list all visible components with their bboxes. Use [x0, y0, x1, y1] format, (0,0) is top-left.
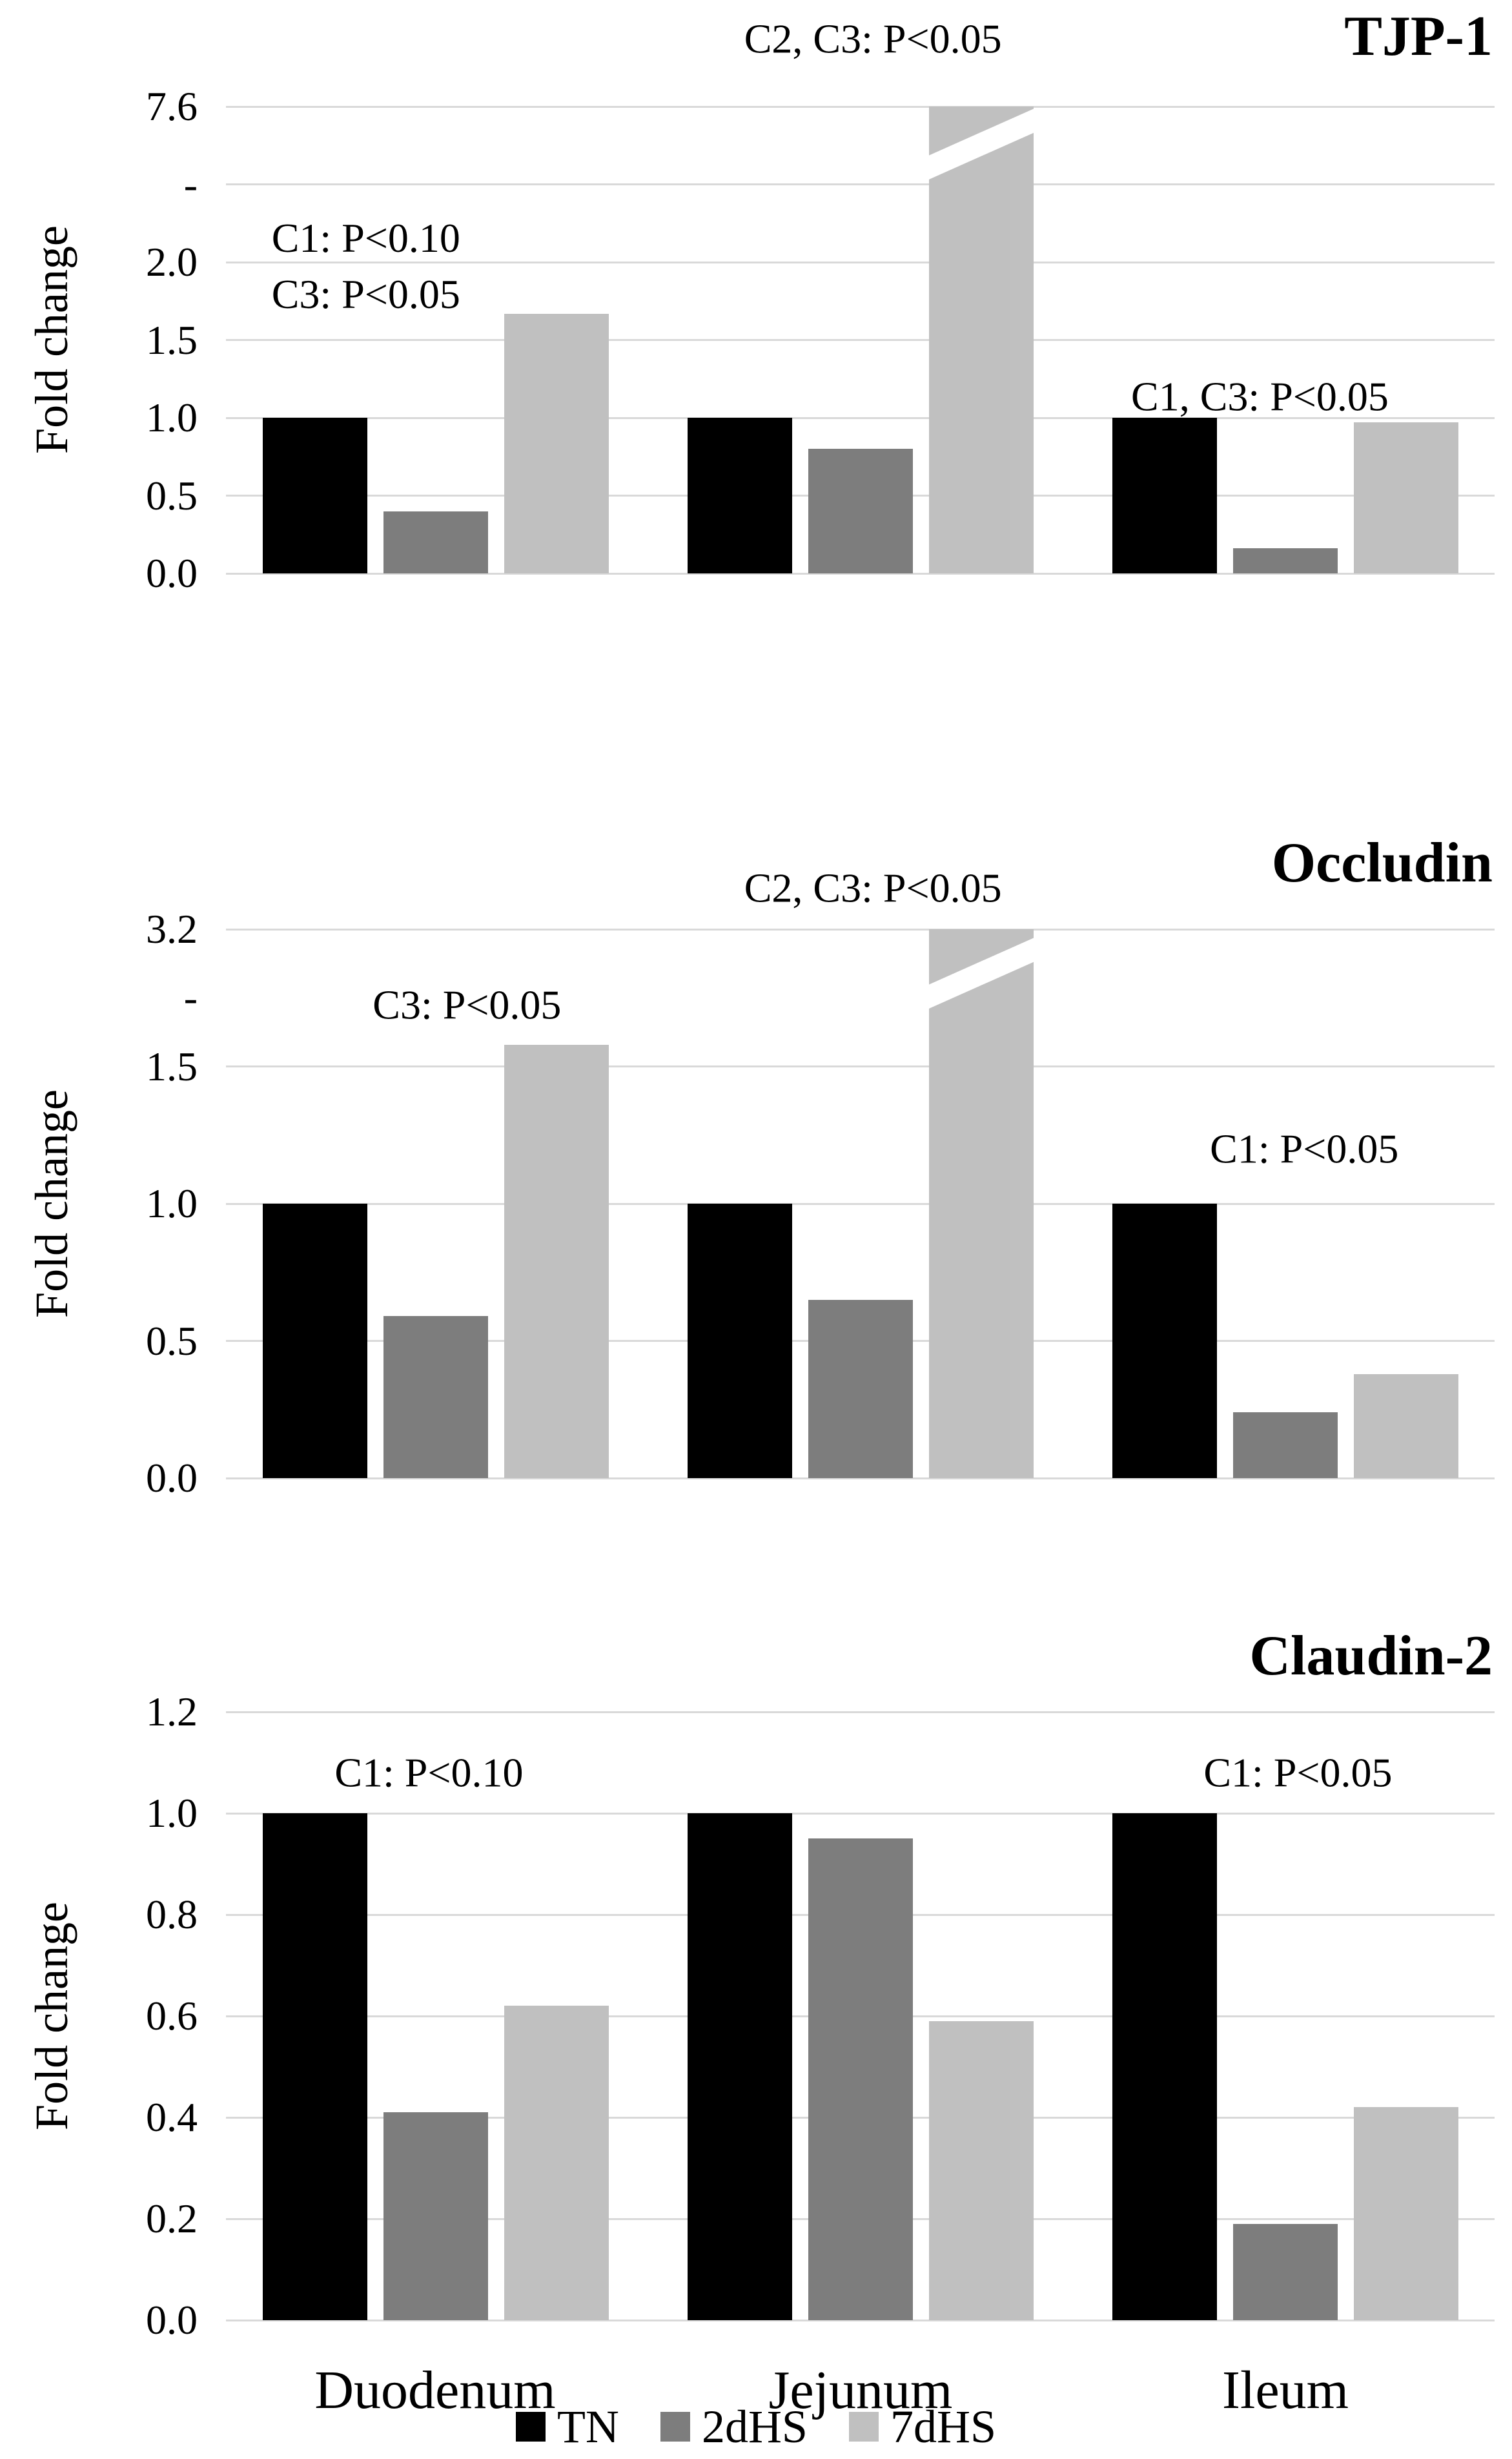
bar-occludin-ileum-2dhs: [1233, 1412, 1338, 1478]
bar-tjp-1-ileum-2dhs: [1233, 548, 1338, 573]
bar-claudin-2-jejunum-7dhs: [929, 2021, 1034, 2320]
bar-occludin-ileum-7dhs: [1354, 1374, 1459, 1478]
y-tick-label: 1.0: [146, 1180, 198, 1226]
y-tick-label: 0.8: [146, 1891, 198, 1937]
y-tick-label: 1.2: [146, 1689, 198, 1734]
bar-claudin-2-duodenum-7dhs: [504, 2006, 609, 2320]
significance-annotation: C1, C3: P<0.05: [1131, 373, 1389, 420]
bar-occludin-jejunum-2dhs: [808, 1299, 914, 1478]
bar-occludin-jejunum-tn: [688, 1204, 793, 1478]
gridline: [226, 1065, 1495, 1067]
bar-claudin-2-ileum-2dhs: [1233, 2223, 1338, 2320]
bar-occludin-duodenum-7dhs: [504, 1044, 609, 1478]
bar-claudin-2-duodenum-2dhs: [383, 2112, 489, 2320]
significance-annotation: C1: P<0.10: [334, 1749, 524, 1796]
significance-annotation: C1: P<0.05: [1203, 1749, 1393, 1796]
legend-item-tn: TN: [515, 2401, 619, 2453]
y-tick-label: 0.5: [146, 472, 198, 519]
gridline: [226, 572, 1495, 575]
bar-tjp-1-duodenum-tn: [262, 418, 368, 573]
legend-label-2dhs: 2dHS: [701, 2401, 808, 2453]
gridline: [226, 2319, 1495, 2321]
x-label-ileum: Ileum: [1222, 2360, 1349, 2420]
y-tick-label: 1.0: [146, 395, 198, 440]
gridline: [226, 105, 1495, 108]
chart-title-occludin: Occludin: [1271, 832, 1493, 894]
y-tick-label: 2.0: [146, 239, 198, 285]
bar-claudin-2-duodenum-tn: [262, 1813, 368, 2320]
y-tick-label: 0.0: [146, 1455, 198, 1501]
legend-item-2dhs: 2dHS: [660, 2403, 808, 2450]
significance-annotation: C2, C3: P<0.05: [744, 15, 1002, 62]
gridline: [226, 183, 1495, 185]
bar-tjp-1-duodenum-2dhs: [383, 511, 489, 573]
bar-claudin-2-ileum-7dhs: [1354, 2107, 1459, 2320]
significance-annotation: C1: P<0.10 C3: P<0.05: [271, 214, 460, 318]
y-tick-label: 1.5: [146, 1043, 198, 1089]
y-tick-label: 1.0: [146, 1790, 198, 1836]
gridline: [226, 1812, 1495, 1815]
y-tick-label: 0.0: [146, 550, 198, 596]
bar-tjp-1-duodenum-7dhs: [504, 313, 609, 573]
bar-claudin-2-ileum-tn: [1112, 1813, 1218, 2320]
bar-tjp-1-jejunum-7dhs: [929, 107, 1034, 573]
y-tick-label: -: [183, 974, 198, 1021]
y-tick-label: 7.6: [146, 83, 198, 129]
legend-label-tn: TN: [557, 2401, 619, 2453]
bar-occludin-duodenum-2dhs: [383, 1316, 489, 1478]
bar-tjp-1-ileum-tn: [1112, 418, 1218, 573]
gridline: [226, 1477, 1495, 1479]
legend-label-7dhs: 7dHS: [890, 2401, 997, 2453]
y-tick-label: 3.2: [146, 906, 198, 952]
significance-annotation: C2, C3: P<0.05: [744, 865, 1002, 911]
chart-title-claudin2: Claudin-2: [1249, 1625, 1493, 1687]
significance-annotation: C3: P<0.05: [373, 982, 562, 1028]
significance-annotation: C1: P<0.05: [1210, 1126, 1399, 1172]
gridline: [226, 339, 1495, 341]
gridline: [226, 928, 1495, 931]
bar-tjp-1-jejunum-tn: [688, 418, 793, 573]
y-tick-label: 0.0: [146, 2297, 198, 2343]
bar-claudin-2-jejunum-tn: [688, 1813, 793, 2320]
gridline: [226, 1202, 1495, 1205]
legend-swatch-2dhs-icon: [660, 2412, 690, 2442]
legend-item-7dhs: 7dHS: [848, 2401, 997, 2453]
y-tick-label: 0.4: [146, 2094, 198, 2140]
bar-tjp-1-ileum-7dhs: [1354, 422, 1459, 573]
y-tick-label: 0.2: [146, 2196, 198, 2241]
bar-occludin-ileum-tn: [1112, 1204, 1218, 1478]
bar-claudin-2-jejunum-2dhs: [808, 1838, 914, 2320]
bar-tjp-1-jejunum-2dhs: [808, 449, 914, 573]
gridline: [226, 261, 1495, 263]
legend-swatch-7dhs-icon: [848, 2412, 879, 2442]
y-tick-label: 0.5: [146, 1317, 198, 1364]
legend-swatch-tn-icon: [515, 2412, 546, 2442]
gridline: [226, 417, 1495, 419]
x-label-duodenum: Duodenum: [314, 2360, 556, 2420]
x-label-jejunum: Jejunum: [768, 2360, 953, 2420]
y-tick-label: -: [183, 161, 198, 207]
bar-occludin-duodenum-tn: [262, 1204, 368, 1478]
legend: TN 2dHS 7dHS: [0, 2403, 1512, 2450]
chart-title-tjp1: TJP-1: [1344, 5, 1493, 68]
gridline: [226, 1711, 1495, 1713]
y-tick-label: 0.6: [146, 1993, 198, 2039]
bar-occludin-jejunum-7dhs: [929, 929, 1034, 1478]
y-tick-label: 1.5: [146, 316, 198, 363]
